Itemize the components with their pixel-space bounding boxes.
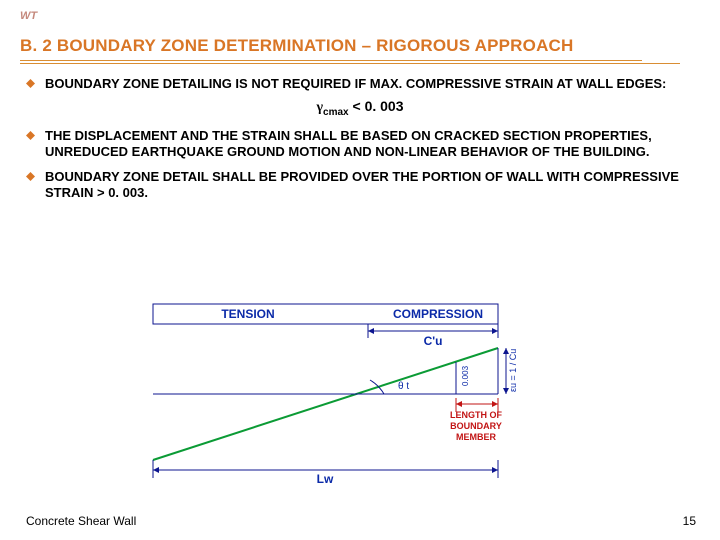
diamond-icon [26, 79, 35, 88]
eps-label: εu = 1 / Cu [508, 349, 518, 392]
logo: WT [20, 10, 37, 22]
content-area: BOUNDARY ZONE DETAILING IS NOT REQUIRED … [26, 76, 694, 207]
footer-left: Concrete Shear Wall [26, 514, 136, 528]
bullet-text: BOUNDARY ZONE DETAIL SHALL BE PROVIDED O… [45, 169, 694, 202]
formula-rest: < 0. 003 [349, 98, 404, 114]
diamond-icon [26, 131, 35, 140]
cu-label: C'u [424, 334, 443, 348]
title-rules [20, 60, 720, 68]
length-label-3: MEMBER [456, 432, 496, 442]
bullet-item: THE DISPLACEMENT AND THE STRAIN SHALL BE… [26, 128, 694, 161]
length-label-1: LENGTH OF [450, 410, 502, 420]
length-label-2: BOUNDARY [450, 421, 502, 431]
compression-label: COMPRESSION [393, 307, 483, 321]
strain-diagram: TENSION COMPRESSION C'u θ t 0.003 εu = 1… [138, 300, 588, 490]
diamond-icon [26, 172, 35, 181]
small-val: 0.003 [461, 365, 470, 386]
theta-label: θ t [398, 381, 409, 392]
formula-sub: cmax [323, 107, 349, 118]
bullet-item: BOUNDARY ZONE DETAILING IS NOT REQUIRED … [26, 76, 694, 92]
bullet-item: BOUNDARY ZONE DETAIL SHALL BE PROVIDED O… [26, 169, 694, 202]
lw-label: Lw [317, 472, 334, 486]
page-number: 15 [683, 514, 696, 528]
bullet-text: BOUNDARY ZONE DETAILING IS NOT REQUIRED … [45, 76, 694, 92]
tension-label: TENSION [221, 307, 274, 321]
bullet-text: THE DISPLACEMENT AND THE STRAIN SHALL BE… [45, 128, 694, 161]
formula: γcmax < 0. 003 [26, 98, 694, 118]
page-title: B. 2 BOUNDARY ZONE DETERMINATION – RIGOR… [20, 36, 700, 56]
